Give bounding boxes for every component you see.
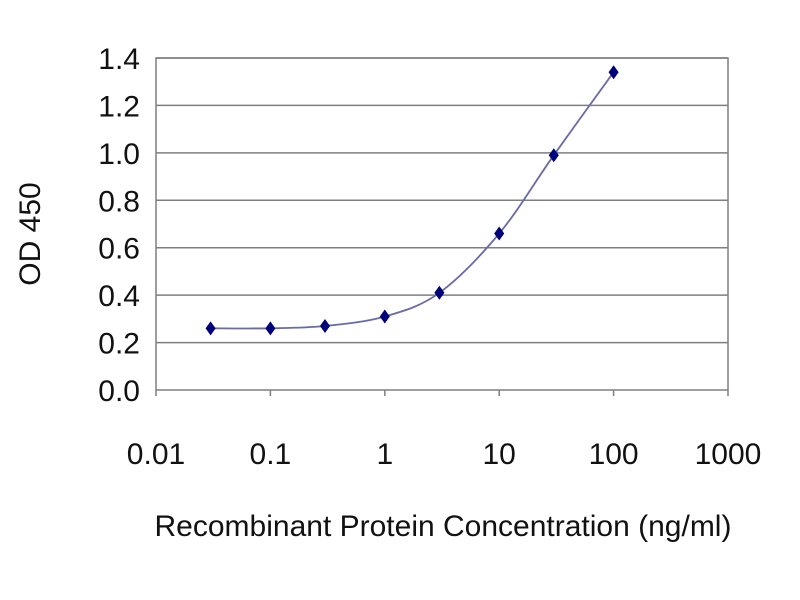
x-axis-title: Recombinant Protein Concentration (ng/ml… xyxy=(155,510,732,543)
x-tick-label: 1 xyxy=(376,438,393,471)
y-tick-label: 1.2 xyxy=(98,90,140,123)
data-point xyxy=(379,309,390,324)
data-point xyxy=(319,318,331,333)
y-tick-label: 0.4 xyxy=(98,280,140,313)
y-tick-label: 1.0 xyxy=(98,138,140,171)
x-tick-label: 1000 xyxy=(695,438,762,471)
y-axis-title: OD 450 xyxy=(14,182,47,285)
y-tick-label: 0.6 xyxy=(98,233,140,266)
x-tick-label: 0.1 xyxy=(250,438,292,471)
x-tick-label: 0.01 xyxy=(127,438,185,471)
y-tick-labels: 0.0 0.2 0.4 0.6 0.8 1.0 1.2 1.4 xyxy=(98,43,140,408)
plot-area xyxy=(155,57,729,391)
y-tick-label: 1.4 xyxy=(98,43,140,76)
grid-lines xyxy=(156,57,728,344)
data-series xyxy=(205,65,619,336)
data-point xyxy=(494,226,505,241)
x-tick-label: 10 xyxy=(483,438,516,471)
y-tick-label: 0.8 xyxy=(98,185,140,218)
x-tick-marks xyxy=(155,390,729,396)
data-point xyxy=(265,321,276,336)
x-tick-labels: 0.01 0.1 1 10 100 1000 xyxy=(127,438,762,471)
y-tick-label: 0.2 xyxy=(98,328,140,361)
data-point xyxy=(608,65,619,80)
y-tick-label: 0.0 xyxy=(98,375,140,408)
data-point xyxy=(205,321,216,336)
x-tick-label: 100 xyxy=(589,438,639,471)
data-point xyxy=(434,285,445,300)
data-point xyxy=(548,148,559,163)
